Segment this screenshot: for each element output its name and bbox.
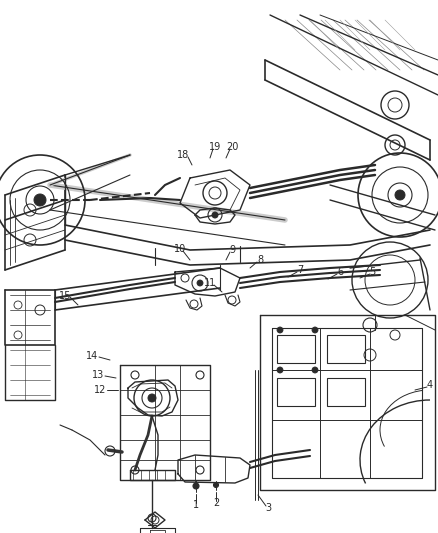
Circle shape [193, 483, 199, 489]
Text: 7: 7 [297, 265, 303, 275]
Text: 1: 1 [193, 500, 199, 510]
Text: 3: 3 [265, 503, 271, 513]
Circle shape [197, 280, 203, 286]
Circle shape [395, 190, 405, 200]
Circle shape [277, 367, 283, 373]
Circle shape [277, 327, 283, 333]
Bar [327, 335, 365, 363]
Circle shape [148, 394, 156, 402]
Text: 4: 4 [427, 380, 433, 390]
Bar [277, 335, 315, 363]
Text: 11: 11 [204, 278, 216, 288]
Text: 2: 2 [213, 498, 219, 508]
Text: 14: 14 [86, 351, 98, 361]
Text: 20: 20 [226, 142, 238, 152]
Text: 15: 15 [59, 291, 71, 301]
Circle shape [212, 212, 218, 218]
Bar [277, 378, 315, 406]
Text: 19: 19 [209, 142, 221, 152]
Text: 10: 10 [174, 244, 186, 254]
Text: 6: 6 [337, 267, 343, 277]
Circle shape [312, 327, 318, 333]
Text: 13: 13 [92, 370, 104, 380]
Circle shape [312, 367, 318, 373]
Text: 12: 12 [94, 385, 106, 395]
Circle shape [34, 194, 46, 206]
Text: 5: 5 [369, 267, 375, 277]
Bar [327, 378, 365, 406]
Text: 18: 18 [177, 150, 189, 160]
Text: 9: 9 [229, 245, 235, 255]
Text: 8: 8 [257, 255, 263, 265]
Circle shape [213, 482, 219, 488]
